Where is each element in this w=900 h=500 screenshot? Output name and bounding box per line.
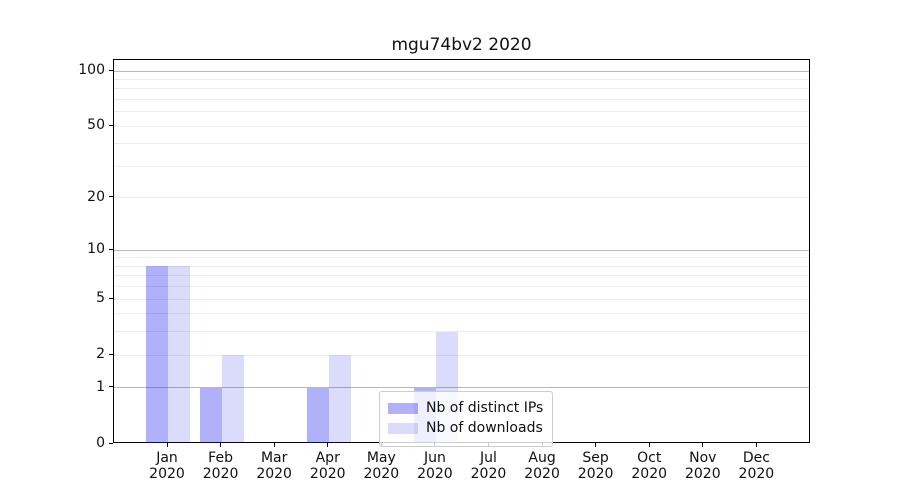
bar-distinct-ips: [146, 266, 168, 443]
x-axis-tick: [166, 443, 168, 447]
minor-gridline: [114, 125, 809, 127]
minor-gridline: [114, 78, 809, 80]
x-axis-tick: [273, 443, 275, 447]
minor-gridline: [114, 257, 809, 259]
legend-item-downloads: Nb of downloads: [388, 420, 543, 437]
x-axis-tick-label: Nov 2020: [684, 450, 721, 482]
y-axis-tick: [109, 196, 113, 198]
minor-gridline: [114, 354, 809, 356]
bar-distinct-ips: [306, 387, 329, 443]
y-axis-tick-label: 5: [96, 290, 105, 307]
y-axis-tick: [109, 386, 113, 388]
major-gridline: [114, 249, 809, 251]
x-axis-tick-label: Jul 2020: [470, 450, 507, 482]
x-axis-tick: [595, 443, 597, 447]
minor-gridline: [114, 331, 809, 333]
x-axis-tick: [220, 443, 222, 447]
major-gridline: [114, 387, 809, 389]
minor-gridline: [114, 197, 809, 199]
x-axis-tick: [327, 443, 329, 447]
minor-gridline: [114, 286, 809, 288]
legend-item-distinct-ips: Nb of distinct IPs: [388, 400, 543, 417]
x-axis-tick-label: Oct 2020: [631, 450, 668, 482]
x-axis-tick-label: May 2020: [363, 450, 400, 482]
legend-swatch-distinct-ips-icon: [388, 403, 418, 414]
y-axis-tick: [109, 442, 113, 444]
x-axis-tick-label: Jun 2020: [417, 450, 453, 482]
legend: Nb of distinct IPs Nb of downloads: [379, 391, 554, 447]
x-axis-tick-label: Sep 2020: [577, 450, 614, 482]
major-gridline: [114, 70, 809, 72]
y-axis-tick-label: 100: [78, 62, 105, 78]
x-axis-tick-label: Jan 2020: [149, 450, 185, 482]
minor-gridline: [114, 143, 809, 145]
x-axis-tick: [755, 443, 757, 447]
minor-gridline: [114, 265, 809, 267]
legend-swatch-downloads-icon: [388, 423, 418, 434]
y-axis-tick: [109, 297, 113, 299]
chart-title: mgu74bv2 2020: [391, 35, 532, 55]
x-axis-tick: [702, 443, 704, 447]
y-axis-tick-label: 0: [96, 435, 105, 451]
y-axis-tick: [109, 124, 113, 126]
minor-gridline: [114, 88, 809, 90]
minor-gridline: [114, 298, 809, 300]
x-axis-tick: [648, 443, 650, 447]
y-axis-tick: [109, 353, 113, 355]
bar-downloads: [221, 355, 244, 443]
bar-distinct-ips: [199, 387, 222, 443]
y-axis-tick: [109, 248, 113, 250]
legend-label-downloads: Nb of downloads: [426, 420, 543, 436]
minor-gridline: [114, 98, 809, 100]
y-axis-tick: [109, 69, 113, 71]
bar-downloads: [328, 355, 351, 443]
x-axis-tick-label: Feb 2020: [202, 450, 239, 482]
minor-gridline: [114, 165, 809, 167]
y-axis-tick-label: 2: [96, 346, 105, 363]
y-axis-tick-label: 10: [87, 241, 105, 258]
x-axis-tick-label: Dec 2020: [738, 450, 775, 482]
minor-gridline: [114, 275, 809, 277]
y-axis-tick-label: 1: [96, 378, 105, 395]
legend-label-distinct-ips: Nb of distinct IPs: [426, 400, 544, 416]
bar-downloads: [168, 266, 190, 443]
x-axis-tick-label: Aug 2020: [524, 450, 560, 482]
x-axis-tick-label: Apr 2020: [309, 450, 346, 482]
y-axis-tick-label: 20: [87, 188, 105, 205]
minor-gridline: [114, 313, 809, 315]
x-axis-tick-label: Mar 2020: [256, 450, 292, 482]
y-axis-tick-label: 50: [87, 117, 105, 134]
plot-area: Nb of distinct IPs Nb of downloads: [113, 59, 810, 447]
minor-gridline: [114, 111, 809, 113]
